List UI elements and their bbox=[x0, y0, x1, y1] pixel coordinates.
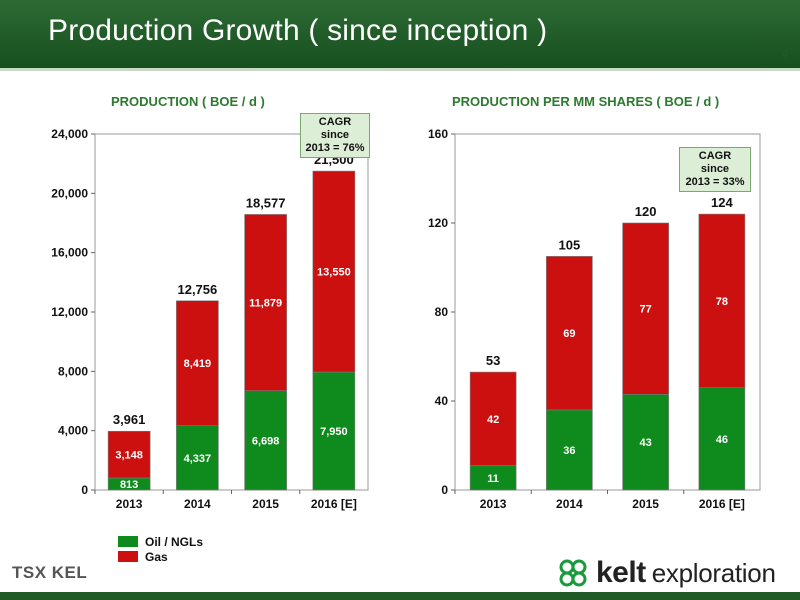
chart-2-xtick-label: 2016 [E] bbox=[699, 497, 745, 511]
chart-1-data-label: 3,148 bbox=[115, 450, 143, 462]
chart-2-ytick-label: 0 bbox=[441, 483, 448, 497]
chart-2-ytick-label: 160 bbox=[428, 127, 448, 141]
chart-1-ytick-label: 12,000 bbox=[51, 305, 88, 319]
chart-2-data-label: 77 bbox=[640, 304, 652, 316]
chart-1-bar-gas bbox=[244, 214, 287, 391]
chart-1-xtick-label: 2013 bbox=[116, 497, 143, 511]
chart-1-title: PRODUCTION ( BOE / d ) bbox=[111, 94, 265, 109]
chart-2-xtick-label: 2014 bbox=[556, 497, 583, 511]
chart-2-bar-oil bbox=[469, 465, 517, 491]
chart-1-total-label: 12,756 bbox=[177, 282, 217, 297]
chart-2-bar-oil bbox=[546, 409, 593, 491]
chart-1-data-label: 8,419 bbox=[184, 358, 212, 370]
chart-2-data-label: 69 bbox=[563, 328, 575, 340]
header-divider bbox=[0, 68, 800, 71]
chart-1-ytick-label: 8,000 bbox=[58, 364, 88, 378]
chart-1-ytick-label: 24,000 bbox=[51, 127, 88, 141]
chart-2-data-label: 78 bbox=[716, 296, 728, 308]
tsx-logo: TSX KEL bbox=[12, 563, 88, 582]
page-title: Production Growth ( since inception ) bbox=[48, 14, 548, 47]
chart-2-bar-gas bbox=[546, 256, 593, 411]
chart-2-total-label: 53 bbox=[486, 353, 500, 368]
chart-2-cagr-line2: 2013 = 33% bbox=[685, 176, 745, 188]
chart-1-bar-gas bbox=[107, 430, 151, 479]
chart-1-xtick-label: 2016 [E] bbox=[311, 497, 357, 511]
chart-2-data-label: 43 bbox=[640, 437, 652, 449]
chart-1-ytick-label: 4,000 bbox=[58, 424, 88, 438]
chart-1-ytick-label: 20,000 bbox=[51, 186, 88, 200]
chart-2-title: PRODUCTION PER MM SHARES ( BOE / d ) bbox=[452, 94, 720, 109]
chart-1-xtick-label: 2014 bbox=[184, 497, 211, 511]
chart-1-ytick-label: 16,000 bbox=[51, 246, 88, 260]
chart-1-data-label: 13,550 bbox=[317, 267, 351, 279]
chart-2-bar-gas bbox=[698, 213, 746, 388]
chart-1-xtick-label: 2015 bbox=[252, 497, 279, 511]
chart-2-data-label: 42 bbox=[487, 414, 499, 426]
chart-1-cagr-box: CAGR since 2013 = 76% bbox=[300, 113, 370, 158]
chart-2-xtick-label: 2015 bbox=[632, 497, 659, 511]
chart-2-cagr-box: CAGR since 2013 = 33% bbox=[679, 147, 751, 192]
kelt-logo: kelt exploration bbox=[556, 556, 776, 590]
chart-1-cagr-line2: 2013 = 76% bbox=[305, 142, 365, 154]
chart-1-data-label: 813 bbox=[120, 479, 138, 491]
chart-1-cagr-line1: CAGR since bbox=[318, 116, 352, 141]
chart-2-total-label: 124 bbox=[711, 195, 733, 210]
chart-2-data-label: 46 bbox=[716, 434, 728, 446]
chart-2-ytick-label: 80 bbox=[435, 305, 449, 319]
chart-2-data-label: 11 bbox=[487, 473, 499, 485]
legend-swatch-gas bbox=[118, 551, 138, 562]
chart-2-xtick-label: 2013 bbox=[480, 497, 507, 511]
legend-label-oil: Oil / NGLs bbox=[145, 534, 204, 549]
page-number: 9 bbox=[781, 48, 788, 62]
legend-item-oil: Oil / NGLs bbox=[118, 534, 203, 549]
chart-2-ytick-label: 120 bbox=[428, 216, 448, 230]
chart-2-bar-gas bbox=[622, 222, 669, 395]
legend-swatch-oil bbox=[118, 536, 138, 547]
footer-band bbox=[0, 592, 800, 600]
chart-2-bar-gas bbox=[469, 371, 517, 466]
chart-1-bar-gas bbox=[312, 170, 356, 373]
chart-2-data-label: 36 bbox=[563, 445, 575, 457]
kelt-logo-word: kelt bbox=[596, 556, 646, 589]
chart-1-bar-oil bbox=[312, 371, 356, 491]
chart-1-data-label: 7,950 bbox=[320, 426, 348, 438]
header-bar: Production Growth ( since inception ) bbox=[0, 0, 800, 68]
kelt-knot-icon bbox=[559, 559, 587, 587]
chart-1-ytick-label: 0 bbox=[81, 483, 88, 497]
legend: Oil / NGLs Gas bbox=[118, 534, 203, 564]
legend-item-gas: Gas bbox=[118, 549, 203, 564]
chart-2-total-label: 105 bbox=[559, 237, 581, 252]
chart-2-ytick-label: 40 bbox=[435, 394, 449, 408]
chart-1-bar-gas bbox=[176, 300, 219, 426]
chart-1-data-label: 6,698 bbox=[252, 435, 280, 447]
chart-2-bar-oil bbox=[622, 394, 669, 491]
chart-2-cagr-line1: CAGR since bbox=[698, 150, 732, 175]
chart-1-data-label: 11,879 bbox=[249, 298, 282, 310]
kelt-logo-sub: exploration bbox=[651, 557, 776, 588]
chart-2-total-label: 120 bbox=[635, 204, 657, 219]
chart-1-total-label: 3,961 bbox=[113, 412, 146, 427]
chart-1-bar-oil bbox=[244, 390, 287, 491]
chart-1-data-label: 4,337 bbox=[184, 453, 212, 465]
chart-1-total-label: 18,577 bbox=[246, 195, 286, 210]
legend-label-gas: Gas bbox=[145, 549, 168, 564]
